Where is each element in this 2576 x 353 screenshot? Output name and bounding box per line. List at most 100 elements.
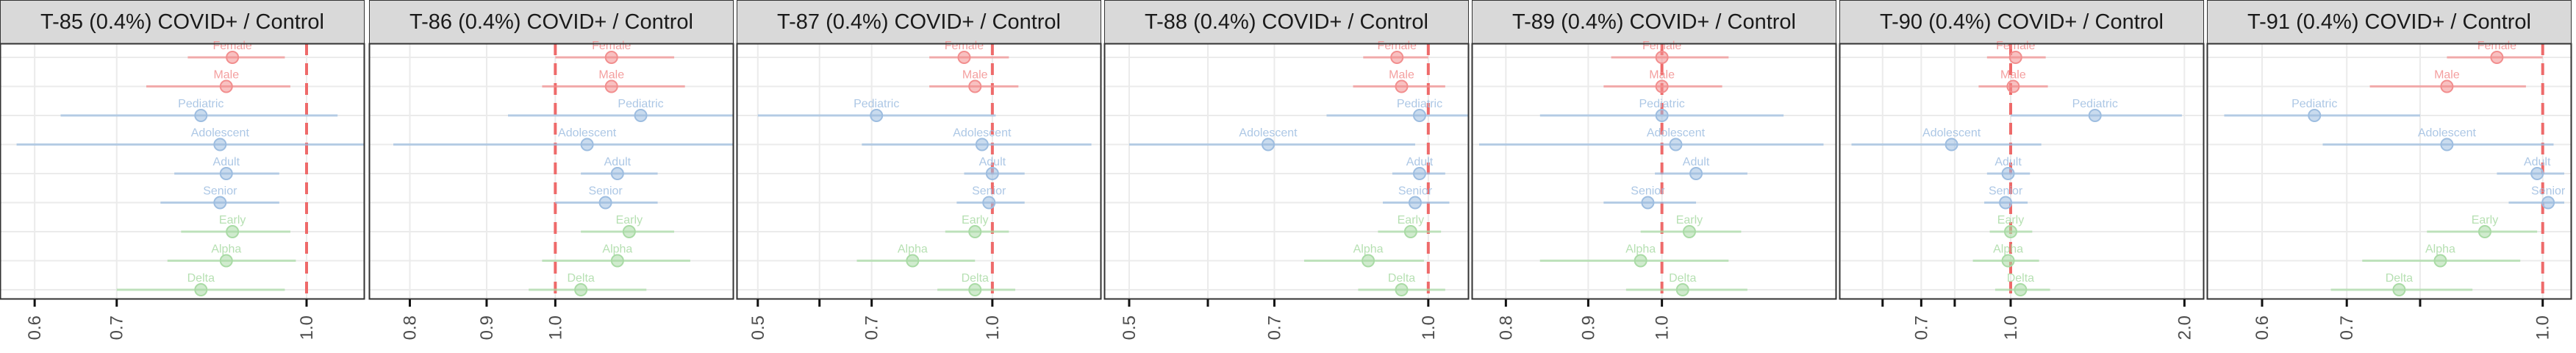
estimate-point bbox=[2308, 109, 2322, 122]
tick-label: 2.0 bbox=[2175, 315, 2194, 340]
point-label: Pediatric bbox=[1397, 98, 1442, 110]
estimate-point bbox=[2014, 283, 2028, 296]
estimate-point bbox=[1655, 51, 1669, 64]
forest-row: Early bbox=[181, 214, 290, 238]
estimate-point bbox=[1412, 109, 1426, 122]
point-label: Alpha bbox=[211, 243, 241, 256]
facet-panel: T-85 (0.4%) COVID+ / Control Female Male Pe… bbox=[0, 0, 366, 353]
tick-label: 1.0 bbox=[2533, 315, 2553, 340]
facet-title: T-85 (0.4%) COVID+ / Control bbox=[40, 10, 324, 34]
point-label: Female bbox=[1378, 40, 1417, 52]
point-label: Pediatric bbox=[1639, 98, 1685, 110]
forest-row: Delta bbox=[1358, 272, 1445, 296]
forest-plot: Female Male Pediatric Adolescent Adult Senior… bbox=[368, 40, 734, 340]
panel-border bbox=[368, 43, 734, 300]
forest-row: Adult bbox=[964, 156, 1025, 180]
forest-row: Male bbox=[1353, 69, 1445, 93]
point-label: Delta bbox=[567, 272, 594, 285]
facet-panel: T-88 (0.4%) COVID+ / Control Female Male Pe… bbox=[1103, 0, 1470, 353]
point-label: Alpha bbox=[898, 243, 928, 256]
point-label: Adolescent bbox=[1922, 127, 1981, 140]
forest-row: Senior bbox=[160, 185, 279, 210]
estimate-point bbox=[1944, 138, 1958, 151]
estimate-point bbox=[1999, 196, 2013, 210]
point-label: Male bbox=[213, 69, 239, 82]
point-label: Adolescent bbox=[558, 127, 617, 140]
estimate-point bbox=[968, 283, 982, 296]
tick-label: 0.7 bbox=[1264, 315, 1284, 340]
forest-row: Senior bbox=[1382, 185, 1450, 210]
facet-panel: T-90 (0.4%) COVID+ / Control Female Male Pe… bbox=[1839, 0, 2205, 353]
point-label: Pediatric bbox=[854, 98, 899, 110]
x-axis: 0.5 0.7 1.0 bbox=[1120, 299, 1439, 340]
facet-strip: T-89 (0.4%) COVID+ / Control bbox=[1472, 0, 1836, 44]
estimate-point bbox=[1403, 225, 1417, 238]
forest-row: Male bbox=[1978, 69, 2048, 93]
estimate-point bbox=[2392, 283, 2406, 296]
forest-row: Female bbox=[1611, 40, 1729, 64]
point-label: Early bbox=[1997, 214, 2024, 227]
estimate-point bbox=[2541, 196, 2555, 210]
point-label: Senior bbox=[588, 185, 623, 198]
estimate-point bbox=[2490, 51, 2504, 64]
forest-row: Adolescent bbox=[16, 127, 365, 151]
forest-row: Early bbox=[1378, 214, 1442, 238]
estimate-point bbox=[1634, 254, 1647, 268]
tick-label: 1.0 bbox=[1653, 315, 1672, 340]
point-label: Female bbox=[1642, 40, 1681, 52]
estimate-point bbox=[213, 196, 227, 210]
point-label: Early bbox=[962, 214, 988, 227]
forest-row: Adolescent bbox=[862, 127, 1092, 151]
point-label: Early bbox=[219, 214, 246, 227]
forest-row: Senior bbox=[1603, 185, 1697, 210]
forest-plot: Female Male Pediatric Adolescent Adult Senior… bbox=[736, 40, 1102, 340]
point-label: Early bbox=[616, 214, 643, 227]
point-label: Adult bbox=[1683, 156, 1710, 168]
facet-title: T-87 (0.4%) COVID+ / Control bbox=[777, 10, 1061, 34]
estimate-point bbox=[1390, 51, 1404, 64]
estimate-point bbox=[1262, 138, 1276, 151]
point-label: Female bbox=[945, 40, 984, 52]
estimate-point bbox=[219, 79, 233, 93]
point-label: Pediatric bbox=[618, 98, 663, 110]
estimate-point bbox=[1682, 225, 1696, 238]
forest-row: Adult bbox=[1655, 156, 1747, 180]
x-axis: 0.8 0.9 1.0 bbox=[400, 299, 565, 340]
point-label: Early bbox=[1398, 214, 1424, 227]
facet-panel: T-89 (0.4%) COVID+ / Control Female Male Pe… bbox=[1471, 0, 1838, 353]
tick-label: 0.8 bbox=[400, 315, 420, 340]
forest-row: Early bbox=[2427, 214, 2538, 238]
estimate-point bbox=[957, 51, 971, 64]
facet-title: T-89 (0.4%) COVID+ / Control bbox=[1512, 10, 1796, 34]
forest-row: Female bbox=[2447, 40, 2543, 64]
point-label: Early bbox=[2472, 214, 2498, 227]
forest-row: Male bbox=[146, 69, 290, 93]
forest-row: Early bbox=[945, 214, 1009, 238]
estimate-point bbox=[2001, 254, 2015, 268]
forest-row: Female bbox=[187, 40, 285, 64]
forest-row: Male bbox=[929, 69, 1019, 93]
forest-plot: Female Male Pediatric Adolescent Adult Senior… bbox=[0, 40, 365, 340]
facet-title: T-86 (0.4%) COVID+ / Control bbox=[409, 10, 693, 34]
forest-plot: Female Male Pediatric Adolescent Adult Senior… bbox=[1839, 40, 2205, 340]
x-axis: 0.8 0.9 1.0 bbox=[1496, 299, 1672, 340]
forest-row: Delta bbox=[529, 272, 647, 296]
panel-border bbox=[1103, 43, 1470, 300]
point-label: Early bbox=[1676, 214, 1703, 227]
estimate-point bbox=[1689, 167, 1703, 180]
estimate-point bbox=[2440, 138, 2454, 151]
estimate-point bbox=[598, 196, 612, 210]
point-label: Female bbox=[212, 40, 251, 52]
facet-title: T-88 (0.4%) COVID+ / Control bbox=[1145, 10, 1428, 34]
panel-border bbox=[736, 43, 1102, 300]
estimate-point bbox=[1395, 283, 1409, 296]
estimate-point bbox=[622, 225, 636, 238]
point-label: Adolescent bbox=[191, 127, 250, 140]
estimate-point bbox=[226, 225, 240, 238]
point-label: Alpha bbox=[2425, 243, 2455, 256]
estimate-point bbox=[226, 51, 240, 64]
point-label: Delta bbox=[2386, 272, 2413, 285]
tick-label: 0.6 bbox=[25, 315, 45, 340]
tick-label: 0.7 bbox=[862, 315, 882, 340]
